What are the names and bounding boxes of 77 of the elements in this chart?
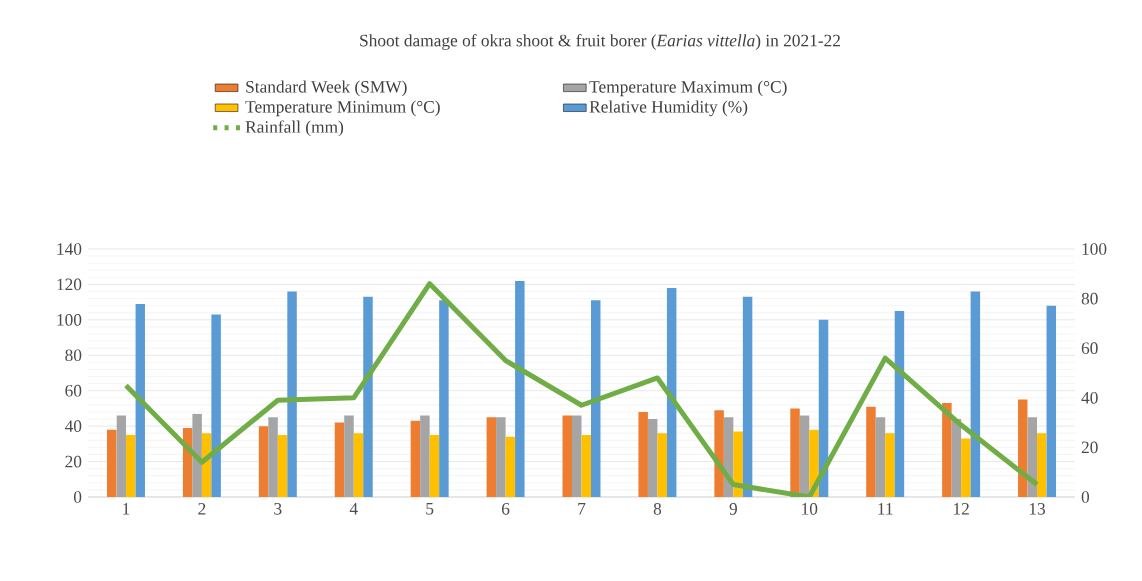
bar [942, 403, 952, 497]
bar [894, 310, 905, 497]
bar [638, 411, 648, 497]
legend-label: Temperature Minimum (°C) [245, 100, 440, 117]
bar [799, 415, 810, 497]
y-tick-label: 20 [65, 455, 82, 468]
x-tick-label: 3 [274, 503, 282, 515]
bar [581, 434, 591, 497]
bar [344, 415, 354, 497]
legend-label: Standard Week (SMW) [246, 80, 407, 97]
y-tick-label: 0 [73, 491, 82, 503]
y2-tick-label: 40 [1081, 391, 1098, 404]
bar [657, 433, 667, 497]
bar [885, 433, 895, 497]
y2-tick-label: 0 [1081, 491, 1090, 503]
x-tick-label: 8 [653, 503, 662, 515]
bar [192, 413, 202, 497]
bar [135, 303, 145, 497]
x-tick-label: 13 [1029, 503, 1046, 515]
x-tick-label: 2 [198, 503, 206, 515]
x-tick-label: 1 [123, 503, 130, 515]
bar [486, 417, 497, 497]
y-tick-label: 120 [57, 278, 82, 291]
bar [429, 434, 440, 497]
x-tick-label: 6 [502, 503, 510, 515]
bar [410, 420, 421, 497]
bar [733, 431, 743, 497]
bar [106, 429, 117, 497]
bar [277, 434, 288, 497]
bar [1037, 433, 1047, 497]
bar [211, 314, 221, 497]
bar [334, 422, 345, 497]
y2-tick-label: 20 [1081, 441, 1098, 454]
bar [268, 417, 278, 497]
bar [515, 280, 525, 497]
bar [353, 433, 364, 497]
bar [790, 408, 800, 497]
x-tick-label: 10 [802, 503, 818, 515]
x-tick-label: 11 [878, 503, 893, 515]
bar [714, 410, 724, 497]
bar [420, 415, 430, 497]
bar [666, 287, 677, 497]
bar [258, 426, 269, 497]
y2-tick-label: 100 [1082, 243, 1107, 255]
bar [439, 300, 449, 497]
bar [591, 300, 601, 497]
y-tick-label: 140 [57, 243, 82, 255]
bar [1046, 305, 1057, 497]
x-tick-label: 9 [729, 503, 737, 515]
bar [287, 291, 297, 497]
bar [496, 417, 506, 497]
bar [562, 415, 573, 497]
y-tick-label: 40 [64, 420, 82, 432]
bar [875, 417, 886, 497]
bar [647, 419, 658, 497]
bar [505, 436, 516, 497]
bar [125, 434, 136, 497]
chart-title: Shoot damage of okra shoot & fruit borer (Earias vittella) in 2021-22 [360, 34, 840, 50]
y2-tick-label: 80 [1081, 292, 1098, 305]
y2-tick-label: 60 [1081, 342, 1098, 355]
x-tick-label: 5 [426, 503, 434, 515]
y-tick-label: 60 [65, 384, 82, 397]
bar [970, 291, 981, 497]
y-tick-label: 80 [65, 349, 82, 362]
x-tick-label: 7 [578, 503, 586, 515]
bar [363, 296, 373, 497]
bar [116, 415, 126, 497]
bar [961, 438, 971, 497]
legend-label: Temperature Maximum (°C) [589, 80, 787, 97]
bar [572, 415, 582, 497]
bar [866, 406, 876, 497]
x-tick-label: 4 [349, 503, 358, 515]
y-tick-label: 100 [57, 314, 82, 326]
legend-label: Rainfall (mm) [245, 120, 344, 137]
legend-label: Relative Humidity (%) [589, 100, 748, 117]
x-tick-label: 12 [953, 503, 969, 515]
bar [742, 296, 753, 497]
